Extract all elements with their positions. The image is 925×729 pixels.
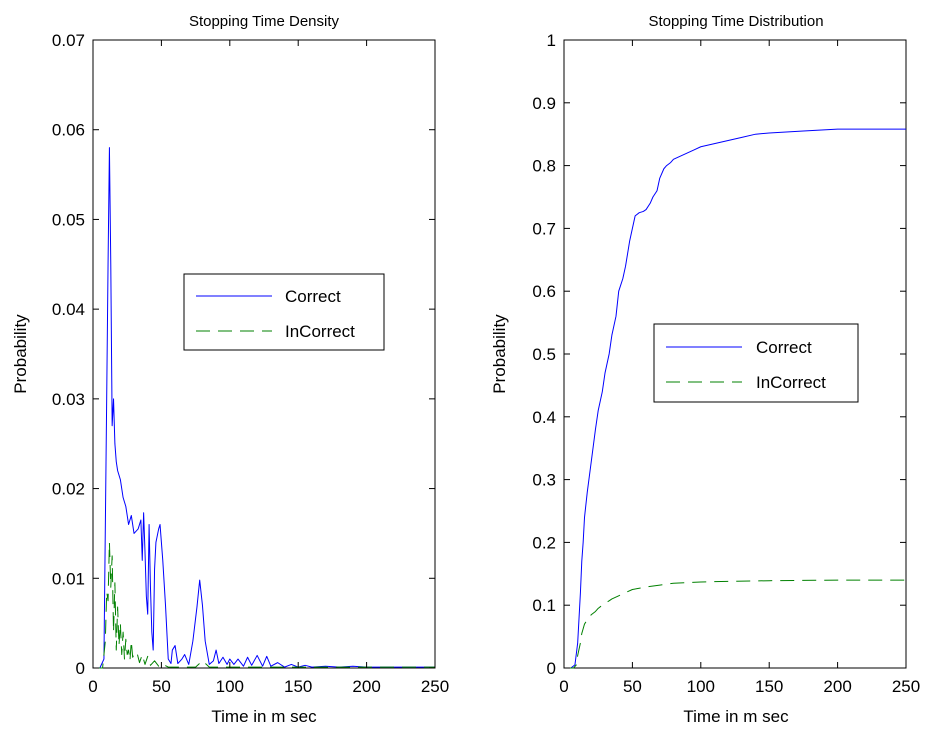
density-x-tick-label: 200: [352, 677, 380, 696]
distribution-y-tick-label: 0.4: [532, 408, 556, 427]
distribution-x-tick-label: 250: [892, 677, 920, 696]
distribution-series-correct-line: [564, 128, 906, 669]
distribution-y-tick-label: 0.6: [532, 282, 556, 301]
distribution-chart-title: Stopping Time Distribution: [648, 13, 823, 30]
density-x-axis-label: Time in m sec: [211, 707, 317, 726]
distribution-x-tick-label: 50: [623, 677, 642, 696]
density-x-tick-label: 50: [152, 677, 171, 696]
distribution-legend: Correct InCorrect: [653, 323, 859, 403]
distribution-legend-incorrect-label: InCorrect: [756, 373, 826, 392]
density-chart-title: Stopping Time Density: [189, 13, 340, 30]
density-plot-area: [92, 39, 436, 669]
density-y-tick-label: 0.04: [52, 300, 85, 319]
distribution-y-tick-label: 0.3: [532, 471, 556, 490]
distribution-series-incorrect-line: [564, 579, 906, 669]
density-chart: Stopping Time Density 0 50 100 150 200 250 0 0.…: [11, 13, 449, 726]
density-x-tick-label: 0: [88, 677, 97, 696]
distribution-legend-box: [653, 323, 859, 403]
density-legend-box: [183, 273, 385, 351]
distribution-chart: Stopping Time Distribution 0 50 100 150 200 2…: [490, 13, 920, 726]
density-y-tick-label: 0.02: [52, 480, 85, 499]
distribution-y-tick-label: 0.7: [532, 219, 556, 238]
distribution-x-tick-label: 200: [823, 677, 851, 696]
density-y-tick-label: 0.01: [52, 569, 85, 588]
density-x-tick-label: 250: [421, 677, 449, 696]
distribution-legend-correct-label: Correct: [756, 338, 812, 357]
density-y-tick-label: 0: [76, 659, 85, 678]
density-y-tick-label: 0.07: [52, 31, 85, 50]
distribution-y-tick-label: 0.5: [532, 345, 556, 364]
distribution-x-tick-label: 150: [755, 677, 783, 696]
density-legend-correct-label: Correct: [285, 287, 341, 306]
distribution-y-tick-label: 0.1: [532, 596, 556, 615]
density-legend: Correct InCorrect: [183, 273, 385, 351]
density-x-tick-label: 100: [216, 677, 244, 696]
distribution-y-tick-label: 0.9: [532, 94, 556, 113]
distribution-y-axis-label: Probability: [490, 314, 509, 394]
density-chart-marks: [93, 147, 435, 669]
distribution-x-tick-label: 0: [559, 677, 568, 696]
distribution-chart-marks: [564, 128, 906, 669]
distribution-x-axis-label: Time in m sec: [683, 707, 789, 726]
density-y-tick-label: 0.05: [52, 210, 85, 229]
distribution-y-tick-label: 0.8: [532, 157, 556, 176]
distribution-chart-ticks: 0 50 100 150 200 250 0 0.1 0.2 0.3 0.4 0.5 0.6 0.7 0.8…: [532, 31, 920, 696]
density-y-tick-label: 0.06: [52, 121, 85, 140]
density-chart-ticks: 0 50 100 150 200 250 0 0.01 0.02 0.03 0.04 0.05 0.06…: [52, 31, 449, 696]
density-legend-incorrect-label: InCorrect: [285, 322, 355, 341]
distribution-y-tick-label: 1: [547, 31, 556, 50]
density-y-tick-label: 0.03: [52, 390, 85, 409]
density-series-correct-line: [93, 147, 435, 669]
distribution-y-tick-label: 0: [547, 659, 556, 678]
distribution-y-tick-label: 0.2: [532, 533, 556, 552]
density-x-tick-label: 150: [284, 677, 312, 696]
distribution-x-tick-label: 100: [687, 677, 715, 696]
density-y-axis-label: Probability: [11, 314, 30, 394]
